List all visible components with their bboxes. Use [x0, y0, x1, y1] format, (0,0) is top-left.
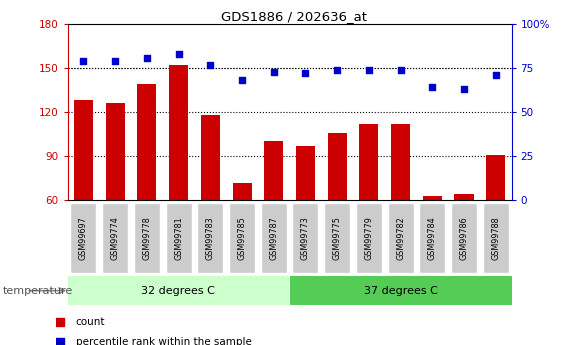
Point	[142, 55, 152, 60]
Text: GSM99782: GSM99782	[396, 216, 405, 260]
Text: GSM99784: GSM99784	[428, 216, 437, 260]
Point	[238, 78, 247, 83]
FancyBboxPatch shape	[134, 203, 160, 273]
Point	[396, 67, 405, 73]
Bar	[264, 141, 283, 288]
Point	[300, 71, 310, 76]
Bar	[296, 146, 315, 288]
Bar	[455, 194, 473, 288]
FancyBboxPatch shape	[292, 203, 319, 273]
Point	[313, 227, 323, 232]
Text: GSM99775: GSM99775	[333, 216, 342, 260]
FancyBboxPatch shape	[419, 203, 445, 273]
Bar	[391, 124, 410, 288]
Text: 32 degrees C: 32 degrees C	[141, 286, 215, 296]
Point	[313, 43, 323, 49]
Bar	[423, 196, 442, 288]
Bar	[106, 104, 125, 288]
FancyBboxPatch shape	[290, 276, 512, 305]
Text: GSM99774: GSM99774	[111, 216, 120, 260]
Text: GSM99786: GSM99786	[459, 216, 469, 260]
Text: GSM99697: GSM99697	[79, 216, 88, 260]
Point	[459, 87, 469, 92]
Point	[111, 58, 120, 64]
FancyBboxPatch shape	[356, 203, 382, 273]
Text: GSM99785: GSM99785	[238, 216, 246, 260]
Point	[364, 67, 373, 73]
Point	[79, 58, 88, 64]
FancyBboxPatch shape	[198, 203, 223, 273]
Point	[206, 62, 215, 67]
FancyBboxPatch shape	[71, 203, 96, 273]
Bar	[232, 183, 252, 288]
FancyBboxPatch shape	[229, 203, 255, 273]
FancyBboxPatch shape	[451, 203, 477, 273]
FancyBboxPatch shape	[102, 203, 128, 273]
Bar	[359, 124, 379, 288]
Text: GSM99781: GSM99781	[174, 216, 183, 260]
FancyBboxPatch shape	[324, 203, 350, 273]
FancyBboxPatch shape	[68, 276, 289, 305]
Point	[491, 72, 500, 78]
Text: temperature: temperature	[3, 286, 73, 296]
Text: GSM99788: GSM99788	[491, 216, 500, 260]
Bar	[74, 100, 93, 288]
Text: percentile rank within the sample: percentile rank within the sample	[76, 337, 252, 345]
Text: GSM99778: GSM99778	[142, 216, 151, 260]
Text: GSM99787: GSM99787	[269, 216, 278, 260]
Point	[174, 51, 183, 57]
Bar	[328, 133, 347, 288]
Point	[332, 67, 342, 73]
Text: count: count	[76, 317, 105, 327]
Bar	[486, 155, 505, 288]
Text: GSM99773: GSM99773	[301, 216, 310, 260]
FancyBboxPatch shape	[387, 203, 413, 273]
FancyBboxPatch shape	[166, 203, 192, 273]
Bar	[201, 115, 220, 288]
Text: 37 degrees C: 37 degrees C	[364, 286, 438, 296]
Bar	[138, 84, 156, 288]
Text: GSM99779: GSM99779	[365, 216, 373, 260]
Text: GSM99783: GSM99783	[206, 216, 215, 260]
Text: GDS1886 / 202636_at: GDS1886 / 202636_at	[221, 10, 367, 23]
FancyBboxPatch shape	[260, 203, 287, 273]
Bar	[169, 65, 188, 288]
FancyBboxPatch shape	[483, 203, 509, 273]
Point	[269, 69, 279, 75]
Point	[427, 85, 437, 90]
